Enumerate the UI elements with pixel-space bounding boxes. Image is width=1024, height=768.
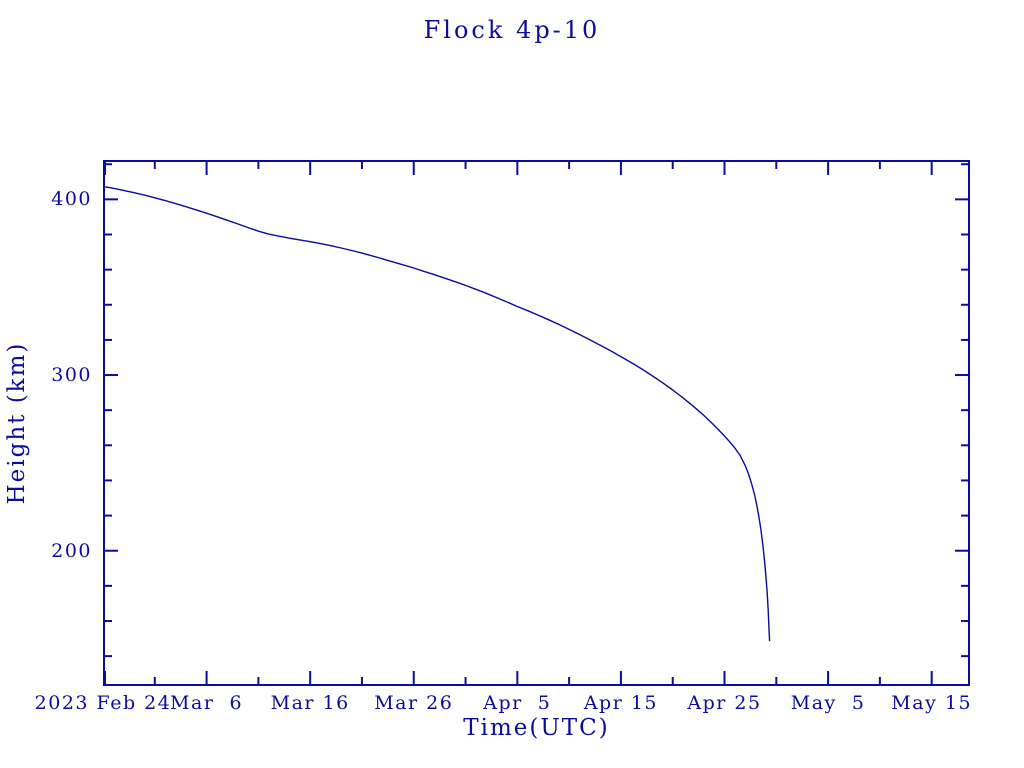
- y-tick-label: 200: [51, 539, 92, 562]
- axes-frame: [103, 160, 970, 686]
- chart-title: Flock 4p-10: [423, 16, 601, 44]
- plot-area: [102, 160, 970, 686]
- height-decay-curve: [102, 185, 771, 642]
- x-tick-label: May 15: [891, 692, 973, 714]
- x-tick-label: Mar 16: [270, 692, 350, 714]
- x-tick-label: Apr 25: [687, 692, 762, 714]
- x-tick-label: 2023 Feb 24: [34, 692, 172, 714]
- y-tick-label: 300: [51, 364, 92, 387]
- x-tick-label: Apr 15: [583, 692, 658, 714]
- y-axis-title: Height (km): [4, 341, 30, 505]
- y-tick-label: 400: [51, 188, 92, 211]
- x-tick-label: Apr 5: [483, 692, 552, 714]
- x-tick-label: May 5: [790, 692, 866, 714]
- height-vs-time-plot: [102, 160, 970, 686]
- x-axis-title: Time(UTC): [463, 715, 610, 741]
- x-tick-label: Mar 6: [170, 692, 244, 714]
- x-tick-label: Mar 26: [374, 692, 454, 714]
